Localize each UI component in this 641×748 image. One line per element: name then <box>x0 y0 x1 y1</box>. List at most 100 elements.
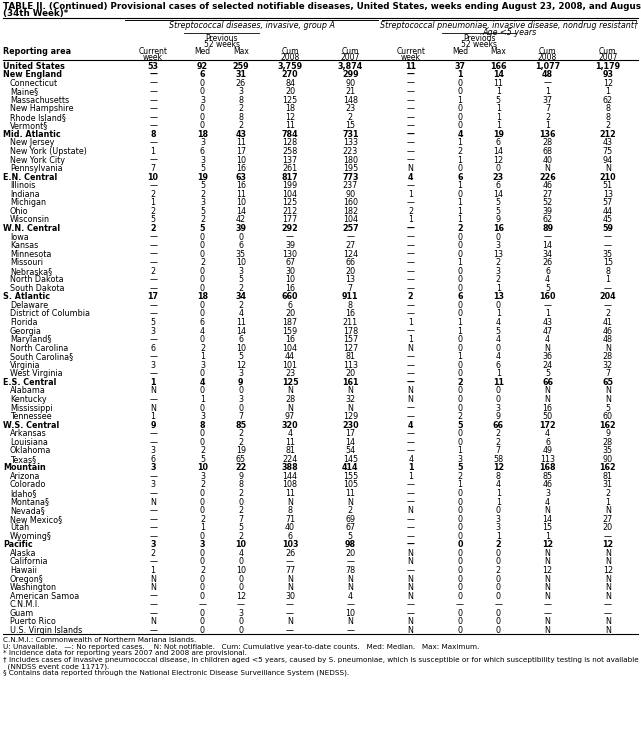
Text: 43: 43 <box>603 138 613 147</box>
Text: 28: 28 <box>603 352 613 361</box>
Text: N: N <box>408 549 413 558</box>
Text: 178: 178 <box>343 327 358 336</box>
Text: Streptococcal diseases, invasive, group A: Streptococcal diseases, invasive, group … <box>169 21 335 30</box>
Text: 4: 4 <box>495 352 501 361</box>
Text: Washington: Washington <box>10 583 57 592</box>
Text: 6: 6 <box>200 318 205 327</box>
Text: W.S. Central: W.S. Central <box>3 420 59 429</box>
Text: 0: 0 <box>200 113 205 122</box>
Text: N: N <box>408 617 413 626</box>
Text: —: — <box>346 626 354 635</box>
Text: 8: 8 <box>151 130 156 139</box>
Text: Age <5 years: Age <5 years <box>482 28 537 37</box>
Text: 2: 2 <box>238 283 244 292</box>
Text: 204: 204 <box>599 292 616 301</box>
Text: —: — <box>406 515 415 524</box>
Text: C.N.M.I.: C.N.M.I. <box>10 600 40 609</box>
Text: N: N <box>545 343 551 352</box>
Text: Ohio: Ohio <box>10 207 29 216</box>
Text: 12: 12 <box>603 79 613 88</box>
Text: —: — <box>149 79 157 88</box>
Text: 12: 12 <box>493 156 503 165</box>
Text: —: — <box>406 224 415 233</box>
Text: Mid. Atlantic: Mid. Atlantic <box>3 130 61 139</box>
Text: —: — <box>149 557 157 566</box>
Text: —: — <box>544 233 552 242</box>
Text: 46: 46 <box>603 327 613 336</box>
Text: 104: 104 <box>343 215 358 224</box>
Text: 0: 0 <box>458 429 462 438</box>
Text: 5: 5 <box>200 224 205 233</box>
Text: 5: 5 <box>457 463 463 472</box>
Text: —: — <box>149 88 157 96</box>
Text: —: — <box>286 609 294 618</box>
Text: 67: 67 <box>285 258 295 267</box>
Text: 5: 5 <box>495 198 501 207</box>
Text: 1: 1 <box>408 190 413 199</box>
Text: 12: 12 <box>542 566 553 575</box>
Text: 773: 773 <box>342 173 358 182</box>
Text: 81: 81 <box>345 352 355 361</box>
Text: 0: 0 <box>200 250 205 259</box>
Text: 65: 65 <box>603 378 613 387</box>
Text: Med: Med <box>194 47 210 56</box>
Text: 0: 0 <box>495 557 501 566</box>
Text: 9: 9 <box>495 215 501 224</box>
Text: 0: 0 <box>458 395 462 404</box>
Text: 0: 0 <box>200 438 205 447</box>
Text: 0: 0 <box>238 617 244 626</box>
Text: 3: 3 <box>495 515 501 524</box>
Text: 3,759: 3,759 <box>278 61 303 70</box>
Text: Cum: Cum <box>539 47 556 56</box>
Text: 3: 3 <box>200 96 205 105</box>
Text: 3: 3 <box>545 489 550 498</box>
Text: 0: 0 <box>200 557 205 566</box>
Text: 159: 159 <box>283 327 297 336</box>
Text: —: — <box>149 515 157 524</box>
Text: 1: 1 <box>408 215 413 224</box>
Text: 2: 2 <box>238 489 244 498</box>
Text: 57: 57 <box>603 198 613 207</box>
Text: N: N <box>605 574 611 583</box>
Text: 1: 1 <box>495 113 501 122</box>
Text: 211: 211 <box>343 318 358 327</box>
Text: 1: 1 <box>495 310 501 319</box>
Text: 46: 46 <box>542 181 553 190</box>
Text: 2: 2 <box>408 207 413 216</box>
Text: 0: 0 <box>238 574 244 583</box>
Text: 10: 10 <box>236 156 246 165</box>
Text: —: — <box>149 600 157 609</box>
Text: N: N <box>287 497 293 506</box>
Text: 3: 3 <box>200 540 205 549</box>
Text: 8: 8 <box>605 104 610 113</box>
Text: 2: 2 <box>200 258 205 267</box>
Text: 85: 85 <box>235 420 246 429</box>
Text: 145: 145 <box>343 455 358 464</box>
Text: 12: 12 <box>493 463 504 472</box>
Text: 15: 15 <box>345 121 355 130</box>
Text: 0: 0 <box>238 403 244 412</box>
Text: Delaware: Delaware <box>10 301 48 310</box>
Text: 0: 0 <box>458 583 462 592</box>
Text: 5: 5 <box>238 352 244 361</box>
Text: N: N <box>605 583 611 592</box>
Text: 37: 37 <box>542 96 553 105</box>
Text: 3: 3 <box>200 412 205 421</box>
Text: 10: 10 <box>345 609 355 618</box>
Text: 1: 1 <box>151 378 156 387</box>
Text: —: — <box>149 96 157 105</box>
Text: 0: 0 <box>458 489 462 498</box>
Text: 0: 0 <box>200 532 205 541</box>
Text: 45: 45 <box>603 215 613 224</box>
Text: 5: 5 <box>495 96 501 105</box>
Text: 11: 11 <box>285 489 295 498</box>
Text: —: — <box>149 301 157 310</box>
Text: 9: 9 <box>151 420 156 429</box>
Text: —: — <box>149 156 157 165</box>
Text: Wyoming§: Wyoming§ <box>10 532 52 541</box>
Text: 11: 11 <box>285 121 295 130</box>
Text: 1: 1 <box>605 88 610 96</box>
Text: 62: 62 <box>603 96 613 105</box>
Text: 54: 54 <box>345 447 355 456</box>
Text: 2: 2 <box>200 215 205 224</box>
